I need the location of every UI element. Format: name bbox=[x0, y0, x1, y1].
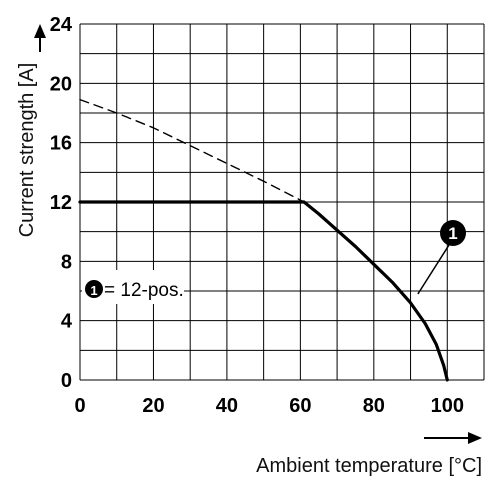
y-axis-arrow bbox=[34, 24, 46, 52]
series-line-1 bbox=[78, 200, 449, 382]
series-callout: 1 bbox=[417, 220, 466, 295]
x-tick-label: 0 bbox=[74, 395, 85, 417]
y-tick-label: 8 bbox=[61, 251, 72, 273]
x-axis-arrow bbox=[424, 432, 482, 444]
grid bbox=[79, 23, 485, 381]
y-tick-label: 4 bbox=[61, 311, 73, 333]
x-tick-label: 40 bbox=[216, 395, 238, 417]
x-tick-label: 100 bbox=[431, 395, 464, 417]
x-tick-label: 80 bbox=[363, 395, 385, 417]
legend-label: = 12-pos. bbox=[104, 280, 184, 301]
callout-marker bbox=[440, 220, 466, 246]
y-axis-title: Current strength [A] bbox=[16, 63, 38, 238]
x-axis-title: Ambient temperature [°C] bbox=[256, 455, 482, 477]
y-tick-label: 24 bbox=[50, 14, 73, 36]
y-tick-label: 20 bbox=[50, 73, 72, 95]
y-tick-labels: 0 4 8 12 16 20 24 bbox=[50, 14, 73, 392]
callout-leader-line bbox=[417, 244, 450, 295]
legend-box: 1 = 12-pos. bbox=[82, 270, 184, 304]
y-tick-label: 0 bbox=[61, 370, 72, 392]
y-tick-label: 12 bbox=[50, 192, 72, 214]
legend-marker-number: 1 bbox=[90, 283, 97, 298]
x-tick-label: 60 bbox=[289, 395, 311, 417]
x-tick-label: 20 bbox=[142, 395, 164, 417]
series-group bbox=[78, 98, 449, 382]
x-tick-labels: 0 20 40 60 80 100 bbox=[74, 395, 464, 417]
series-line-extrapolated bbox=[79, 98, 305, 203]
callout-number: 1 bbox=[448, 224, 457, 243]
y-tick-label: 16 bbox=[50, 133, 72, 155]
